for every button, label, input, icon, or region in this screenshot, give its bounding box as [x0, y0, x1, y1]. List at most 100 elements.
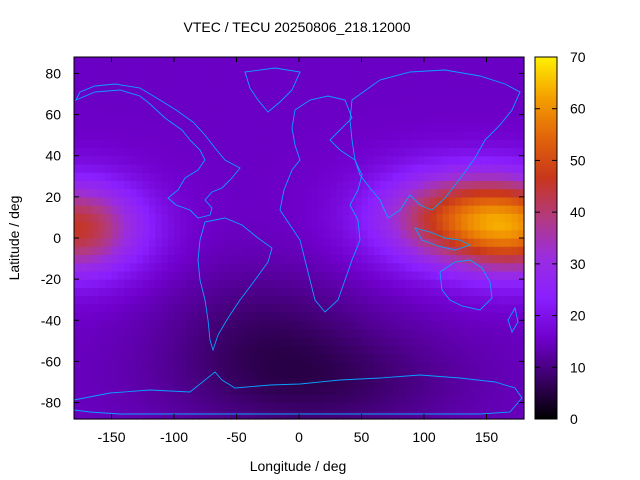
heatmap-cell: [449, 254, 456, 264]
heatmap-cell: [86, 147, 94, 157]
heatmap-cell: [486, 386, 494, 395]
heatmap-cell: [186, 188, 194, 198]
heatmap-cell: [511, 180, 519, 190]
heatmap-cell: [392, 81, 400, 91]
heatmap-cell: [267, 344, 275, 354]
heatmap-cell: [261, 312, 269, 321]
heatmap-cell: [392, 57, 400, 66]
heatmap-cell: [161, 221, 169, 231]
heatmap-cell: [305, 229, 313, 239]
heatmap-cell: [174, 361, 181, 371]
heatmap-cell: [255, 106, 263, 116]
heatmap-cell: [286, 328, 294, 338]
heatmap-cell: [130, 279, 138, 288]
heatmap-cell: [467, 369, 475, 379]
heatmap-cell: [461, 246, 469, 256]
heatmap-cell: [467, 65, 475, 75]
heatmap-cell: [411, 254, 419, 264]
heatmap-cell: [92, 57, 100, 66]
heatmap-cell: [461, 279, 469, 288]
heatmap-cell: [486, 57, 494, 66]
heatmap-cell: [405, 270, 413, 280]
heatmap-cell: [424, 131, 431, 140]
heatmap-cell: [249, 377, 256, 387]
heatmap-cell: [242, 131, 250, 140]
heatmap-cell: [330, 320, 338, 330]
heatmap-cell: [124, 139, 131, 149]
heatmap-cell: [336, 377, 344, 387]
heatmap-cell: [505, 221, 513, 231]
heatmap-cell: [311, 353, 319, 363]
heatmap-cell: [142, 369, 150, 379]
heatmap-cell: [80, 262, 88, 272]
heatmap-cell: [142, 312, 150, 321]
heatmap-cell: [392, 312, 400, 321]
heatmap-cell: [517, 65, 525, 75]
heatmap-cell: [274, 394, 281, 404]
heatmap-cell: [111, 369, 119, 379]
heatmap-cell: [124, 254, 131, 264]
heatmap-cell: [480, 65, 488, 75]
heatmap-cell: [192, 155, 200, 165]
heatmap-cell: [467, 221, 475, 231]
heatmap-cell: [92, 139, 100, 149]
heatmap-cell: [430, 172, 438, 182]
heatmap-cell: [280, 139, 288, 149]
heatmap-cell: [505, 163, 513, 173]
heatmap-cell: [199, 89, 206, 99]
heatmap-cell: [317, 402, 325, 412]
heatmap-cell: [242, 98, 250, 107]
heatmap-cell: [455, 394, 463, 404]
heatmap-cell: [192, 196, 200, 206]
heatmap-cell: [211, 238, 219, 247]
heatmap-cell: [242, 377, 250, 387]
heatmap-cell: [174, 377, 181, 387]
heatmap-cell: [167, 188, 175, 198]
heatmap-cell: [367, 114, 375, 124]
heatmap-cell: [474, 180, 481, 190]
heatmap-cell: [417, 312, 425, 321]
heatmap-cell: [99, 246, 106, 256]
x-axis-ticks: -150 -100 -50 0 50 100 150: [97, 57, 498, 445]
heatmap-cell: [392, 213, 400, 223]
heatmap-cell: [449, 65, 456, 75]
heatmap-cell: [355, 369, 363, 379]
heatmap-cell: [261, 402, 269, 412]
heatmap-cell: [105, 73, 113, 83]
heatmap-cell: [392, 303, 400, 313]
heatmap-cell: [392, 369, 400, 379]
heatmap-cell: [317, 229, 325, 239]
heatmap-cell: [99, 147, 106, 157]
heatmap-cell: [86, 295, 94, 305]
heatmap-cell: [136, 196, 144, 206]
heatmap-cell: [267, 369, 275, 379]
heatmap-cell: [486, 410, 494, 420]
heatmap-cell: [242, 188, 250, 198]
heatmap-cell: [467, 81, 475, 91]
heatmap-cell: [242, 320, 250, 330]
heatmap-cell: [236, 114, 244, 124]
heatmap-cell: [142, 238, 150, 247]
heatmap-cell: [355, 57, 363, 66]
heatmap-cell: [224, 353, 231, 363]
heatmap-cell: [205, 163, 213, 173]
heatmap-cell: [355, 312, 363, 321]
heatmap-cell: [86, 196, 94, 206]
heatmap-cell: [286, 81, 294, 91]
heatmap-cell: [199, 122, 206, 132]
heatmap-cell: [442, 229, 450, 239]
heatmap-cell: [267, 303, 275, 313]
heatmap-cell: [124, 303, 131, 313]
heatmap-cell: [186, 270, 194, 280]
heatmap-cell: [274, 155, 281, 165]
heatmap-cell: [92, 353, 100, 363]
heatmap-cell: [167, 238, 175, 247]
heatmap-cell: [180, 106, 188, 116]
heatmap-cell: [374, 163, 381, 173]
heatmap-cell: [324, 122, 331, 132]
heatmap-cell: [461, 205, 469, 214]
heatmap-cell: [430, 188, 438, 198]
heatmap-cell: [211, 344, 219, 354]
heatmap-cell: [111, 221, 119, 231]
heatmap-cell: [280, 279, 288, 288]
